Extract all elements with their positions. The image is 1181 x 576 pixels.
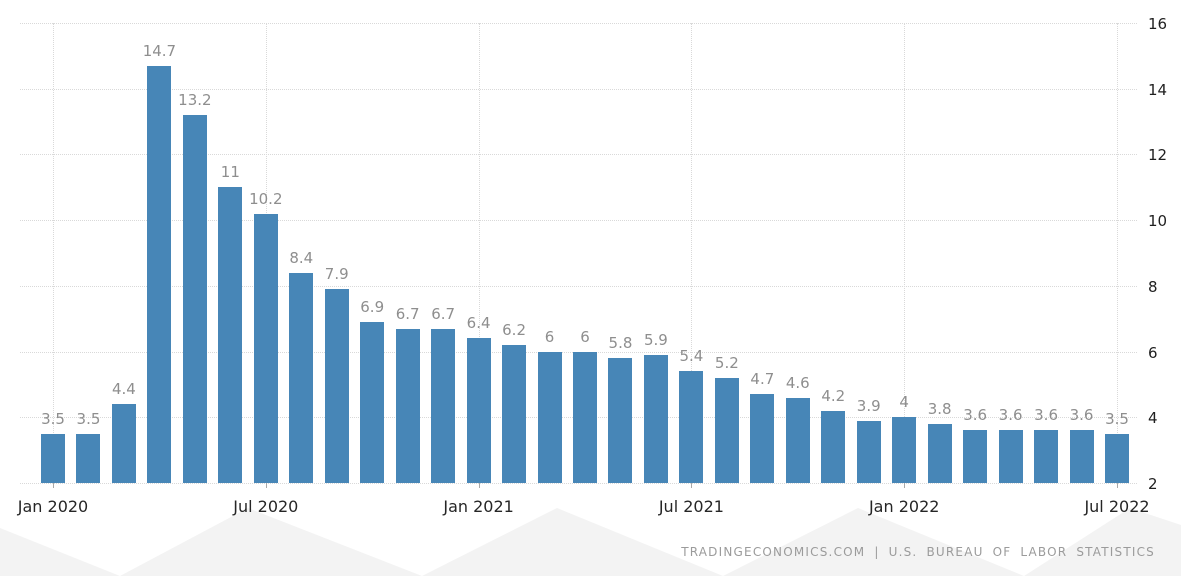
- bar-value-label: 6.2: [502, 321, 526, 339]
- x-axis-tick-mark: [904, 483, 906, 488]
- bar-value-label: 3.6: [1069, 406, 1094, 425]
- bar-nov-2021[interactable]: [821, 410, 846, 483]
- bar-oct-2021[interactable]: [785, 397, 810, 483]
- vertical-gridline: [478, 23, 480, 483]
- horizontal-gridline: [20, 23, 1137, 24]
- bar-aug-2021[interactable]: [714, 377, 739, 483]
- x-axis-tick-label: Jan 2020: [17, 497, 89, 516]
- vertical-gridline: [691, 23, 693, 483]
- x-axis-tick-mark: [53, 483, 54, 488]
- bar-oct-2020[interactable]: [360, 322, 385, 483]
- bar-jun-2021[interactable]: [643, 354, 668, 483]
- bar-value-label: 5.9: [643, 330, 668, 349]
- bar-value-label: 5.2: [714, 353, 739, 372]
- x-axis-tick-mark: [265, 483, 267, 488]
- horizontal-gridline: [20, 285, 1137, 287]
- bar-value-label: 3.6: [963, 406, 988, 425]
- bar-value-label: 6.4: [466, 314, 491, 333]
- bar-jan-2022[interactable]: [892, 417, 917, 483]
- bar-value-label: 8.4: [289, 248, 314, 267]
- x-axis-tick-label: Jul 2022: [1084, 497, 1150, 516]
- bar-value-label: 6.9: [360, 298, 385, 316]
- bar-value-label: 6: [544, 327, 555, 346]
- bar-value-label: 3.9: [856, 396, 881, 415]
- y-axis-tick-label: 10: [1148, 212, 1168, 231]
- horizontal-gridline: [20, 483, 1137, 484]
- bar-feb-2020[interactable]: [76, 433, 101, 483]
- bar-value-label: 7.9: [324, 265, 349, 284]
- horizontal-gridline: [20, 154, 1137, 156]
- x-axis-tick-mark: [691, 483, 693, 488]
- y-axis-tick-label: 6: [1148, 343, 1158, 362]
- bar-value-label: 3.6: [998, 406, 1023, 425]
- y-axis-tick-label: 4: [1148, 409, 1158, 428]
- x-axis-tick-mark: [1117, 483, 1118, 488]
- horizontal-gridline: [20, 88, 1137, 90]
- vertical-gridline: [1117, 23, 1118, 483]
- x-axis-tick-label: Jan 2021: [443, 497, 514, 516]
- bar-value-label: 5.8: [608, 334, 633, 353]
- bar-may-2020[interactable]: [182, 115, 207, 483]
- y-axis-tick-label: 14: [1148, 80, 1168, 99]
- bar-mar-2020[interactable]: [111, 404, 136, 483]
- bar-jul-2021[interactable]: [679, 371, 704, 483]
- vertical-gridline: [904, 23, 906, 483]
- y-axis-tick-label: 16: [1148, 15, 1168, 33]
- attribution-text: TRADINGECONOMICS.COM | U.S. BUREAU OF LA…: [681, 545, 1155, 559]
- bar-value-label: 6.7: [395, 304, 420, 323]
- bar-value-label: 6: [580, 327, 590, 346]
- horizontal-gridline: [20, 220, 1137, 222]
- bar-feb-2022[interactable]: [927, 423, 952, 483]
- bar-value-label: 4: [899, 393, 909, 412]
- x-axis-tick-mark: [478, 483, 480, 488]
- vertical-gridline: [53, 23, 54, 483]
- bar-jul-2022[interactable]: [1105, 433, 1129, 483]
- bar-jan-2020[interactable]: [41, 433, 65, 483]
- bar-dec-2021[interactable]: [856, 420, 881, 483]
- x-axis-tick-label: Jan 2022: [868, 497, 940, 516]
- bar-value-label: 3.8: [927, 399, 952, 418]
- x-axis-tick-label: Jul 2021: [658, 497, 724, 516]
- bar-value-label: 4.6: [785, 373, 810, 392]
- bar-jun-2020[interactable]: [218, 187, 243, 483]
- bar-dec-2020[interactable]: [431, 328, 456, 483]
- bar-value-label: 3.5: [1105, 409, 1129, 428]
- bar-value-label: 10.2: [249, 189, 283, 208]
- bar-mar-2021[interactable]: [537, 351, 562, 483]
- bar-value-label: 5.4: [679, 347, 704, 366]
- bar-jan-2021[interactable]: [466, 338, 491, 483]
- bar-aug-2020[interactable]: [289, 272, 314, 483]
- bar-value-label: 14.7: [142, 41, 177, 60]
- bar-may-2022[interactable]: [1034, 430, 1059, 483]
- bar-feb-2021[interactable]: [502, 345, 527, 483]
- bar-mar-2022[interactable]: [963, 430, 988, 483]
- y-axis-tick-label: 8: [1148, 277, 1158, 296]
- bar-may-2021[interactable]: [608, 358, 633, 483]
- bar-sep-2020[interactable]: [324, 289, 349, 483]
- x-axis-tick-label: Jul 2020: [233, 497, 299, 516]
- y-axis-tick-label: 12: [1148, 146, 1168, 165]
- bar-apr-2020[interactable]: [147, 65, 172, 483]
- bar-value-label: 4.7: [750, 370, 775, 389]
- bar-nov-2020[interactable]: [395, 328, 420, 483]
- bar-apr-2022[interactable]: [998, 430, 1023, 483]
- bar-value-label: 11: [220, 163, 240, 182]
- bar-jul-2020[interactable]: [253, 213, 278, 483]
- bar-value-label: 6.7: [431, 304, 456, 323]
- y-axis-tick-label: 2: [1148, 475, 1158, 493]
- bar-jun-2022[interactable]: [1069, 430, 1094, 483]
- bar-value-label: 3.5: [41, 409, 65, 428]
- bar-value-label: 13.2: [178, 91, 212, 109]
- bar-apr-2021[interactable]: [573, 351, 597, 483]
- bar-value-label: 3.6: [1034, 406, 1058, 425]
- bar-sep-2021[interactable]: [750, 394, 775, 483]
- bar-value-label: 3.5: [76, 409, 101, 428]
- bar-value-label: 4.2: [821, 386, 846, 405]
- bar-value-label: 4.4: [111, 380, 136, 399]
